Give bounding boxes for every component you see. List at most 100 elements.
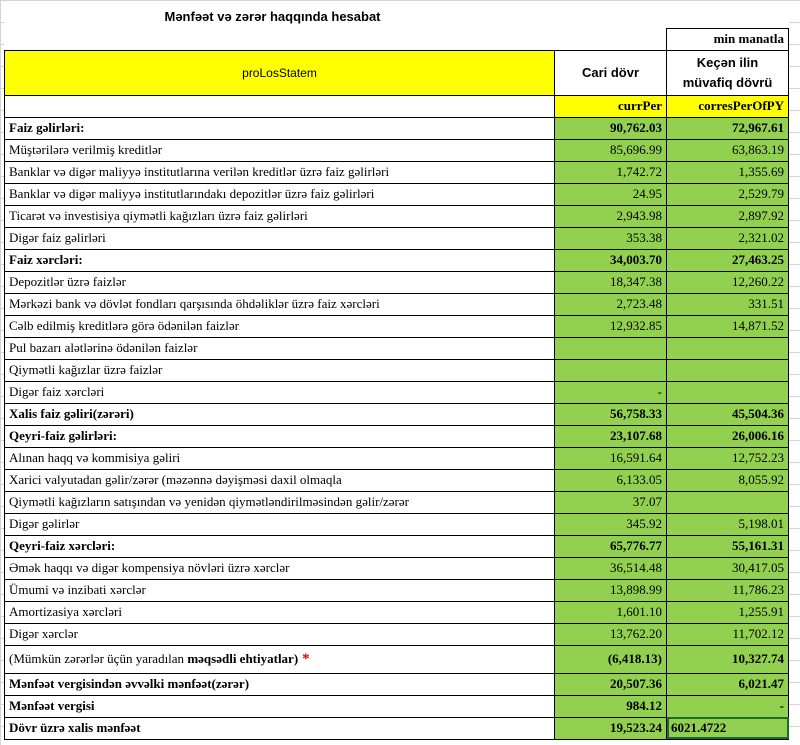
title-row: Mənfəət və zərər haqqında hesabat	[5, 4, 789, 29]
label-text: Mənfəət vergisindən əvvəlki mənfəət(zərə…	[9, 676, 250, 691]
report-row: Pul bazarı alətlərinə ödənilən faizlər	[4, 336, 789, 360]
label-text: Alınan haqq və kommisiya gəliri	[9, 450, 181, 465]
row-label: Amortizasiya xərcləri	[4, 600, 555, 624]
label-text: Banklar və digər maliyyə institutlarına …	[9, 164, 390, 179]
report-row: Qiymətli kağızların satışından və yenidə…	[4, 490, 789, 514]
previous-value	[666, 336, 789, 360]
report-row: Alınan haqq və kommisiya gəliri 16,591.64…	[4, 446, 789, 470]
current-value: 85,696.99	[554, 138, 667, 162]
current-value: 13,898.99	[554, 578, 667, 602]
report-row: Faiz xərcləri: 34,003.70 27,463.25	[4, 248, 789, 272]
current-value: 36,514.48	[554, 556, 667, 580]
report-row: Xalis faiz gəliri(zərəri) 56,758.33 45,504…	[4, 402, 789, 426]
previous-value: -	[666, 694, 789, 718]
row-label: Ticarət və investisiya qiymətli kağızlar…	[4, 204, 555, 228]
report-row: Mərkəzi bank və dövlət fondları qarşısın…	[4, 292, 789, 316]
current-value: 6,133.05	[554, 468, 667, 492]
previous-value: 45,504.36	[666, 402, 789, 426]
previous-value: 12,260.22	[666, 270, 789, 294]
row-label: Alınan haqq və kommisiya gəliri	[4, 446, 555, 470]
label-text: Mərkəzi bank və dövlət fondları qarşısın…	[9, 296, 380, 311]
report-table: Mənfəət və zərər haqqında hesabat min ma…	[4, 4, 789, 740]
current-value: 65,776.77	[554, 534, 667, 558]
label-text: Müştərilərə verilmiş kreditlər	[9, 142, 163, 157]
previous-value: 2,897.92	[666, 204, 789, 228]
report-row: Amortizasiya xərcləri 1,601.10 1,255.91	[4, 600, 789, 624]
previous-value	[666, 490, 789, 514]
report-row: Müştərilərə verilmiş kreditlər 85,696.99 6…	[4, 138, 789, 162]
row-label: Pul bazarı alətlərinə ödənilən faizlər	[4, 336, 555, 360]
current-value: 34,003.70	[554, 248, 667, 272]
label-text: Qiymətli kağızlar üzrə faizlər	[9, 362, 163, 377]
unit-row: min manatla	[5, 28, 789, 51]
previous-value: 2,529.79	[666, 182, 789, 206]
report-row: Banklar və digər maliyyə institutlarına …	[4, 160, 789, 184]
current-value: 13,762.20	[554, 622, 667, 646]
report-row: Mənfəət vergisindən əvvəlki mənfəət(zərə…	[4, 672, 789, 696]
previous-header: Keçən ilin müvafiq dövrü	[666, 49, 789, 96]
previous-value: 8,055.92	[666, 468, 789, 492]
label-text: Faiz xərcləri:	[9, 252, 83, 267]
report-row: Digər xərclər 13,762.20 11,702.12	[4, 622, 789, 646]
current-value	[554, 336, 667, 360]
previous-value: 63,863.19	[666, 138, 789, 162]
row-label: Digər xərclər	[4, 622, 555, 646]
current-value: 20,507.36	[554, 672, 667, 696]
row-label: Banklar və digər maliyyə institutlarında…	[4, 182, 555, 206]
row-label: Xarici valyutadan gəlir/zərər (məzənnə d…	[4, 468, 555, 492]
current-value: 24.95	[554, 182, 667, 206]
report-row: Depozitlər üzrə faizlər 18,347.38 12,260.2…	[4, 270, 789, 294]
label-text: Pul bazarı alətlərinə ödənilən faizlər	[9, 340, 198, 355]
row-label: Dövr üzrə xalis mənfəət	[4, 716, 555, 740]
previous-value: 72,967.61	[666, 116, 789, 140]
current-value: 1,601.10	[554, 600, 667, 624]
previous-value: 30,417.05	[666, 556, 789, 580]
current-value: 18,347.38	[554, 270, 667, 294]
report-row: Cəlb edilmiş kreditlərə görə ödənilən fa…	[4, 314, 789, 338]
row-label: Ümumi və inzibati xərclər	[4, 578, 555, 602]
row-label: Qeyri-faiz xərcləri:	[4, 534, 555, 558]
report-row: (Mümkün zərərlər üçün yaradılan məqsədli…	[4, 644, 789, 674]
previous-value: 1,255.91	[666, 600, 789, 624]
row-label: Depozitlər üzrə faizlər	[4, 270, 555, 294]
row-label: Qiymətli kağızlar üzrə faizlər	[4, 358, 555, 382]
report-title: Mənfəət və zərər haqqında hesabat	[164, 8, 381, 24]
previous-value: 55,161.31	[666, 534, 789, 558]
current-value: 2,943.98	[554, 204, 667, 228]
label-text: Ticarət və investisiya qiymətli kağızlar…	[9, 208, 308, 223]
report-row: Dövr üzrə xalis mənfəət 19,523.24 6021.472…	[4, 716, 789, 740]
previous-value: 12,752.23	[666, 446, 789, 470]
current-value: 23,107.68	[554, 424, 667, 448]
label-text: Digər gəlirlər	[9, 516, 80, 531]
label-text: Qeyri-faiz gəlirləri:	[9, 428, 117, 443]
current-value: 56,758.33	[554, 402, 667, 426]
report-row: Faiz gəlirləri: 90,762.03 72,967.61	[4, 116, 789, 140]
label-bold: məqsədli ehtiyatlar)	[187, 650, 299, 666]
report-row: Digər faiz xərcləri -	[4, 380, 789, 404]
label-header: proLosStatem	[4, 49, 555, 96]
label-text: Faiz gəlirləri:	[9, 120, 85, 135]
current-value: 90,762.03	[554, 116, 667, 140]
report-row: Qeyri-faiz gəlirləri: 23,107.68 26,006.16	[4, 424, 789, 448]
row-label: Müştərilərə verilmiş kreditlər	[4, 138, 555, 162]
report-row: Digər gəlirlər 345.92 5,198.01	[4, 512, 789, 536]
previous-value: 11,702.12	[666, 622, 789, 646]
label-text: Digər faiz gəlirləri	[9, 230, 106, 245]
row-label: Mənfəət vergisi	[4, 694, 555, 718]
unit: min manatla	[666, 28, 789, 51]
label-text: Dövr üzrə xalis mənfəət	[9, 720, 141, 735]
row-label: Qiymətli kağızların satışından və yenidə…	[4, 490, 555, 514]
label-text: Qeyri-faiz xərcləri:	[9, 538, 116, 553]
note-marker: *	[302, 650, 310, 667]
row-label: Mənfəət vergisindən əvvəlki mənfəət(zərə…	[4, 672, 555, 696]
report-row: Ticarət və investisiya qiymətli kağızlar…	[4, 204, 789, 228]
report-row: Qeyri-faiz xərcləri: 65,776.77 55,161.31	[4, 534, 789, 558]
previous-value: 6,021.47	[666, 672, 789, 696]
label-text: Qiymətli kağızların satışından və yenidə…	[9, 494, 409, 509]
current-value: 12,932.85	[554, 314, 667, 338]
current-value: 37.07	[554, 490, 667, 514]
previous-value: 5,198.01	[666, 512, 789, 536]
report-row: Digər faiz gəlirləri 353.38 2,321.02	[4, 226, 789, 250]
report-row: Xarici valyutadan gəlir/zərər (məzənnə d…	[4, 468, 789, 492]
